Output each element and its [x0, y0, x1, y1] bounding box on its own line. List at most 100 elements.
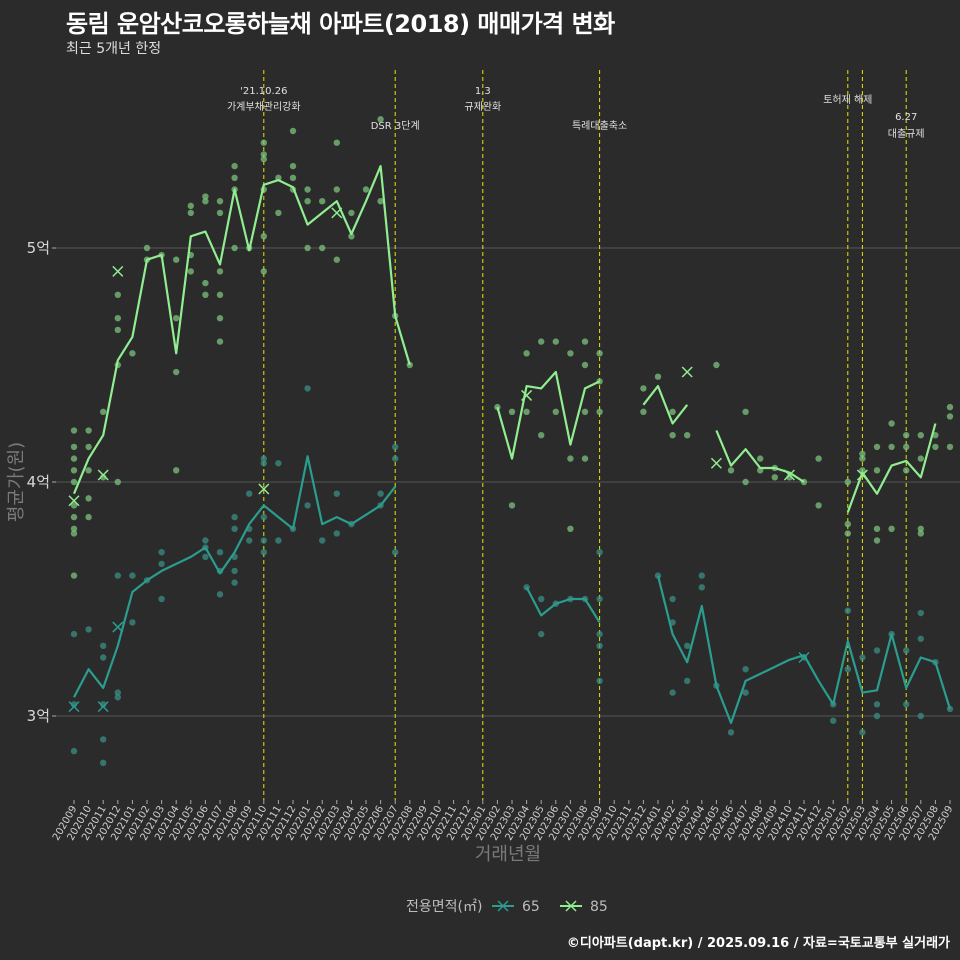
data-point [888, 443, 895, 451]
data-point [231, 579, 238, 586]
y-tick-label: 5억 [27, 239, 50, 257]
x-marker [258, 483, 270, 495]
data-point [771, 474, 778, 481]
data-point [903, 467, 910, 474]
data-point [917, 609, 924, 617]
data-point [333, 256, 340, 263]
series-line-65 [525, 586, 601, 623]
data-point [70, 747, 78, 755]
data-point [727, 467, 735, 474]
data-point [100, 642, 107, 649]
data-point [581, 361, 589, 369]
data-point [231, 162, 238, 170]
data-point [538, 630, 545, 638]
x-marker-stroke [112, 621, 124, 633]
data-point [260, 537, 267, 544]
data-point [304, 244, 311, 252]
data-point [377, 198, 384, 205]
data-point [304, 186, 311, 193]
data-point [523, 408, 530, 415]
data-point [114, 315, 122, 322]
data-point [873, 525, 881, 532]
data-point [596, 408, 603, 415]
data-point [917, 432, 924, 439]
data-point [70, 455, 78, 462]
data-point [596, 677, 603, 685]
data-point [844, 666, 851, 673]
data-point [859, 455, 866, 462]
x-marker-stroke [97, 469, 109, 481]
data-point [377, 490, 384, 497]
legend-key-x [565, 900, 577, 912]
data-point [567, 525, 574, 532]
data-point [684, 642, 691, 649]
data-point [742, 478, 749, 486]
data-point [187, 202, 194, 210]
data-point [859, 729, 866, 736]
data-point [538, 432, 545, 439]
data-point [304, 385, 311, 392]
data-point [567, 455, 574, 462]
data-point [596, 350, 603, 357]
data-point [567, 350, 574, 357]
x-marker-stroke [112, 265, 124, 277]
data-point [698, 584, 705, 591]
x-marker [68, 495, 80, 507]
y-tick-label: 3억 [27, 707, 50, 725]
x-marker [331, 207, 343, 219]
grid-layer [56, 247, 960, 717]
data-point [85, 443, 92, 451]
data-point [917, 525, 924, 532]
data-point [304, 198, 311, 205]
data-point [231, 244, 238, 252]
data-point [202, 279, 209, 287]
x-marker-stroke [856, 469, 868, 481]
x-marker-stroke [521, 389, 533, 401]
data-point [216, 338, 224, 345]
data-point [903, 432, 910, 439]
data-point [873, 647, 881, 654]
data-point [85, 513, 92, 521]
data-point [202, 553, 209, 561]
data-point [114, 689, 122, 696]
data-point [508, 502, 516, 509]
data-point [538, 338, 545, 345]
y-tick-label: 4억 [27, 473, 50, 491]
data-point [114, 326, 122, 334]
series-line-65 [656, 575, 952, 725]
data-point [114, 572, 122, 579]
data-point [70, 478, 78, 486]
data-point [260, 460, 267, 467]
data-point [173, 368, 180, 376]
data-point [319, 198, 326, 205]
data-point [100, 736, 107, 743]
data-point [844, 520, 851, 528]
x-marker [68, 701, 80, 713]
data-point [903, 701, 910, 708]
data-point [275, 174, 282, 181]
x-marker [112, 621, 124, 633]
data-point [727, 729, 735, 736]
data-point [392, 443, 399, 451]
data-point [70, 572, 78, 579]
event-label: '21.10.26 [240, 86, 287, 97]
data-point [289, 162, 297, 170]
data-point [129, 350, 136, 357]
data-point [231, 525, 238, 532]
data-point [508, 408, 516, 415]
data-point [333, 139, 340, 146]
data-point [333, 530, 340, 537]
y-axis-ticks: 3억 4억 5억 [27, 239, 56, 725]
data-point [260, 233, 267, 240]
data-point [640, 385, 647, 392]
chart-title: 동림 운암산코오롱하늘채 아파트(2018) 매매가격 변화 [66, 10, 615, 38]
event-label: DSR 3단계 [371, 120, 420, 132]
x-marker [783, 469, 795, 481]
data-point [202, 198, 209, 205]
x-marker [798, 651, 810, 664]
data-point [917, 712, 924, 720]
data-point [684, 677, 691, 685]
x-marker-stroke [331, 207, 343, 219]
data-point [596, 549, 603, 556]
